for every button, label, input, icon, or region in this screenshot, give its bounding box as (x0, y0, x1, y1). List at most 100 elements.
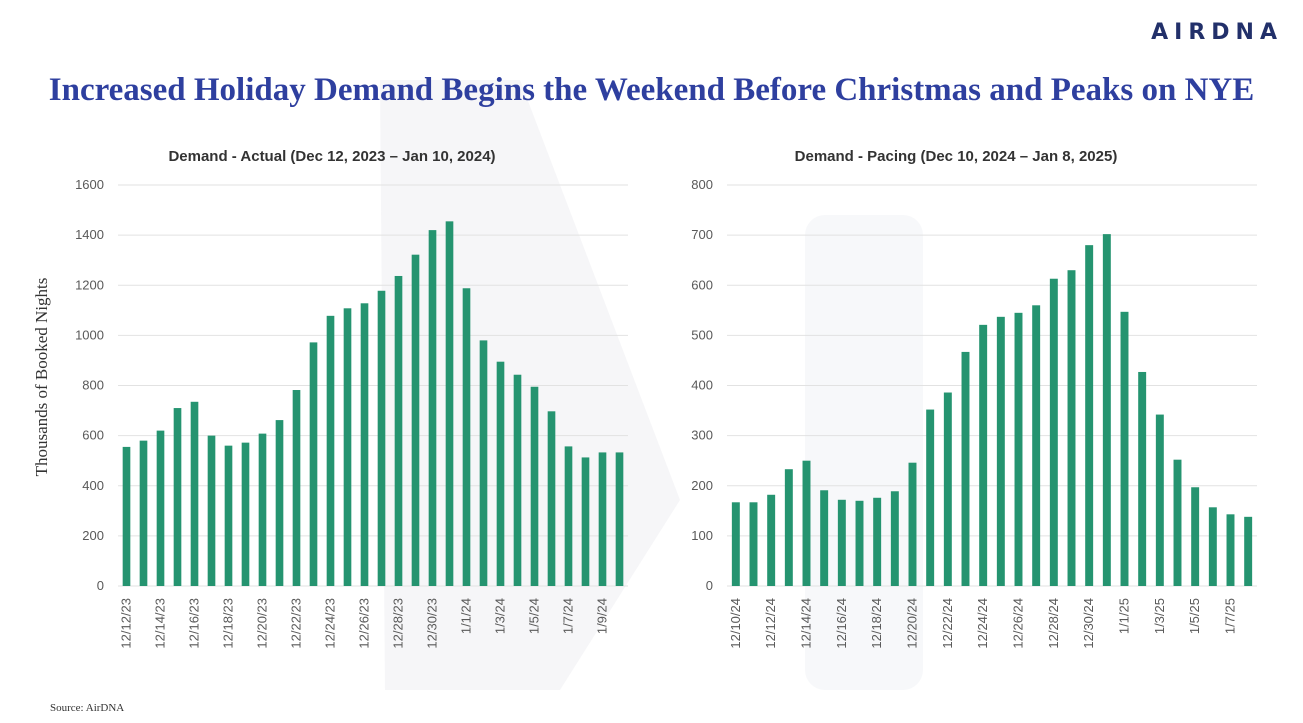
actual-bar (411, 254, 420, 586)
actual-bar (122, 446, 131, 586)
pacing-bar (926, 409, 935, 586)
actual-x-tick-label: 12/22/23 (289, 598, 304, 649)
pacing-bar (1085, 245, 1094, 586)
page-title: Increased Holiday Demand Begins the Week… (48, 72, 1255, 108)
actual-bar (581, 457, 590, 586)
pacing-y-tick-label: 800 (691, 177, 713, 192)
actual-x-tick-label: 12/18/23 (221, 598, 236, 649)
actual-x-tick-label: 12/16/23 (187, 598, 202, 649)
actual-x-tick-label: 12/28/23 (391, 598, 406, 649)
actual-x-tick-label: 12/24/23 (323, 598, 338, 649)
actual-y-tick-label: 1600 (75, 177, 104, 192)
actual-x-tick-label: 1/7/24 (561, 598, 576, 634)
pacing-chart-title: Demand - Pacing (Dec 10, 2024 – Jan 8, 2… (795, 148, 1118, 165)
pacing-bar (767, 494, 776, 586)
actual-bar (394, 275, 403, 586)
actual-bar (360, 303, 369, 586)
pacing-y-tick-label: 400 (691, 378, 713, 393)
actual-x-tick-label: 1/3/24 (493, 598, 508, 634)
pacing-x-tick-label: 1/7/25 (1223, 598, 1238, 634)
pacing-x-tick-label: 12/18/24 (869, 598, 884, 649)
pacing-bar (1244, 516, 1253, 586)
pacing-y-tick-label: 700 (691, 227, 713, 242)
actual-bar (547, 411, 556, 586)
pacing-x-tick-label: 12/22/24 (940, 598, 955, 649)
actual-bar (224, 445, 233, 586)
actual-bar (326, 315, 335, 586)
pacing-y-tick-label: 500 (691, 327, 713, 342)
actual-bar (343, 308, 352, 586)
pacing-x-tick-label: 12/28/24 (1046, 598, 1061, 649)
actual-bar (190, 401, 199, 586)
pacing-y-tick-label: 200 (691, 478, 713, 493)
actual-bar (309, 342, 318, 586)
actual-x-tick-label: 12/12/23 (119, 598, 134, 649)
pacing-y-tick-label: 300 (691, 428, 713, 443)
actual-chart-title: Demand - Actual (Dec 12, 2023 – Jan 10, … (168, 148, 495, 165)
pacing-bar (979, 324, 988, 586)
actual-x-tick-label: 12/30/23 (425, 598, 440, 649)
actual-bar (564, 446, 573, 586)
actual-bar (292, 390, 301, 586)
pacing-y-tick-label: 600 (691, 277, 713, 292)
pacing-x-tick-label: 12/24/24 (975, 598, 990, 649)
actual-x-tick-label: 12/14/23 (153, 598, 168, 649)
pacing-bar (1226, 514, 1235, 586)
actual-bar (428, 230, 437, 587)
actual-bar (241, 442, 250, 586)
pacing-bar (1191, 487, 1200, 586)
pacing-bar (855, 500, 864, 586)
pacing-bar (1032, 305, 1041, 586)
actual-bar (377, 290, 386, 586)
actual-y-tick-label: 600 (82, 428, 104, 443)
pacing-x-tick-label: 12/16/24 (834, 598, 849, 649)
pacing-bar (873, 497, 882, 586)
actual-bar (275, 420, 284, 586)
actual-x-tick-label: 12/26/23 (357, 598, 372, 649)
pacing-bar (908, 462, 917, 586)
actual-bar (615, 452, 624, 586)
actual-bar (173, 408, 182, 586)
actual-bar (462, 288, 471, 586)
pacing-bar (961, 351, 970, 586)
pacing-bar (1102, 234, 1111, 586)
pacing-bar (802, 460, 811, 586)
pacing-bar (1173, 459, 1182, 586)
actual-y-tick-label: 0 (97, 578, 104, 593)
actual-bar (156, 430, 165, 586)
pacing-x-tick-label: 12/26/24 (1011, 598, 1026, 649)
pacing-bar (890, 491, 899, 586)
actual-x-tick-label: 1/9/24 (595, 598, 610, 634)
pacing-bar (943, 392, 952, 586)
actual-bar (598, 452, 607, 586)
actual-bar (207, 435, 216, 586)
pacing-x-tick-label: 12/14/24 (799, 598, 814, 649)
actual-bar (258, 433, 267, 586)
pacing-bar (1049, 278, 1058, 586)
actual-x-tick-label: 1/5/24 (527, 598, 542, 634)
pacing-y-tick-label: 0 (706, 578, 713, 593)
actual-y-tick-label: 1000 (75, 327, 104, 342)
pacing-bar (1155, 414, 1164, 586)
actual-x-tick-label: 12/20/23 (255, 598, 270, 649)
pacing-x-tick-label: 12/30/24 (1081, 598, 1096, 649)
actual-y-tick-label: 800 (82, 378, 104, 393)
pacing-y-tick-label: 100 (691, 528, 713, 543)
pacing-bar (731, 502, 740, 586)
pacing-bar (1014, 312, 1023, 586)
pacing-bar (820, 490, 829, 586)
pacing-x-tick-label: 12/12/24 (763, 598, 778, 649)
pacing-bar (1208, 507, 1217, 586)
pacing-bar (996, 316, 1005, 586)
actual-bar (139, 440, 148, 586)
pacing-x-tick-label: 12/20/24 (905, 598, 920, 649)
actual-bar (445, 221, 454, 586)
pacing-bar (837, 499, 846, 586)
actual-y-tick-label: 400 (82, 478, 104, 493)
actual-bar (513, 374, 522, 586)
actual-y-tick-label: 1200 (75, 277, 104, 292)
actual-bar (530, 386, 539, 586)
pacing-x-tick-label: 1/1/25 (1117, 598, 1132, 634)
